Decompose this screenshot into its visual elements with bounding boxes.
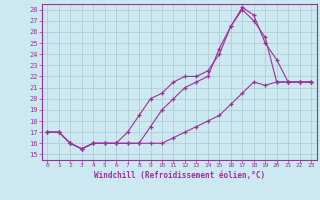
- X-axis label: Windchill (Refroidissement éolien,°C): Windchill (Refroidissement éolien,°C): [94, 171, 265, 180]
